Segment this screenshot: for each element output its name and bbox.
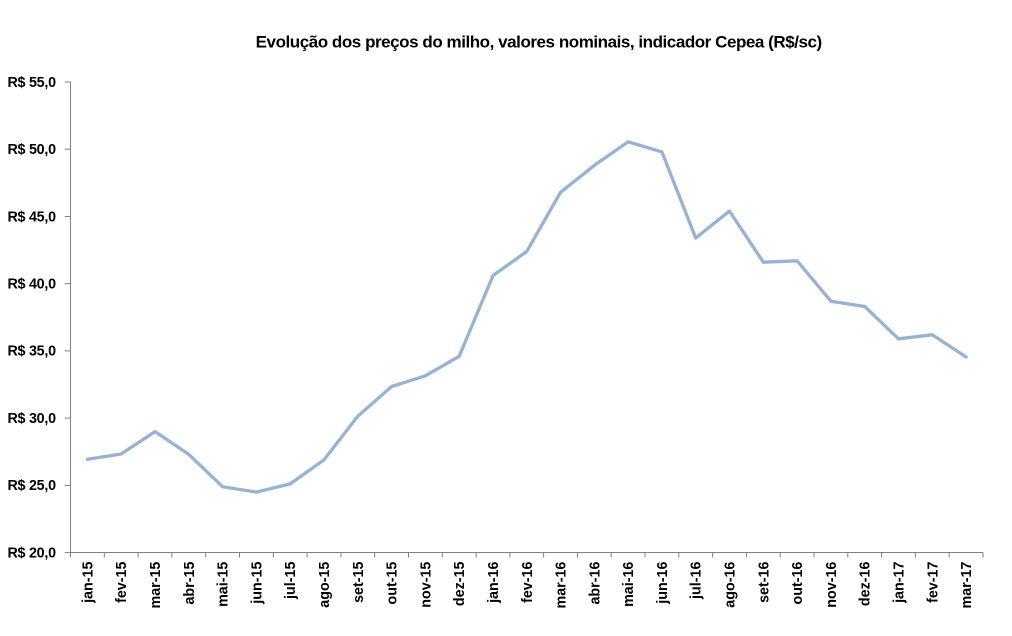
svg-text:fev-15: fev-15 (114, 562, 130, 603)
svg-text:jan-17: jan-17 (892, 562, 908, 604)
svg-text:mai-16: mai-16 (621, 562, 637, 607)
svg-text:mar-16: mar-16 (554, 562, 570, 609)
svg-text:ago-16: ago-16 (723, 562, 739, 608)
svg-text:mai-15: mai-15 (216, 562, 232, 607)
svg-text:set-16: set-16 (756, 562, 772, 603)
svg-text:jul-15: jul-15 (283, 562, 299, 600)
svg-text:jun-16: jun-16 (655, 562, 671, 605)
svg-text:R$ 50,0: R$ 50,0 (7, 142, 56, 158)
svg-text:dez-15: dez-15 (452, 562, 468, 607)
svg-text:nov-15: nov-15 (418, 562, 434, 608)
svg-text:jan-15: jan-15 (80, 562, 96, 604)
svg-text:jan-16: jan-16 (486, 562, 502, 604)
svg-text:out-15: out-15 (385, 562, 401, 605)
svg-text:R$ 55,0: R$ 55,0 (7, 75, 56, 91)
svg-text:R$ 25,0: R$ 25,0 (7, 478, 56, 494)
svg-text:jun-15: jun-15 (249, 562, 265, 605)
svg-text:R$ 45,0: R$ 45,0 (7, 209, 56, 225)
svg-text:set-15: set-15 (351, 562, 367, 603)
svg-text:abr-16: abr-16 (587, 562, 603, 605)
svg-text:abr-15: abr-15 (182, 562, 198, 605)
svg-text:mar-15: mar-15 (148, 562, 164, 609)
svg-text:mar-17: mar-17 (959, 562, 975, 609)
svg-text:fev-16: fev-16 (520, 562, 536, 603)
svg-text:Evolução dos preços do milho,: Evolução dos preços do milho, valores no… (256, 33, 822, 52)
svg-text:R$ 30,0: R$ 30,0 (7, 411, 56, 427)
svg-text:R$ 40,0: R$ 40,0 (7, 277, 56, 293)
svg-text:fev-17: fev-17 (925, 562, 941, 603)
svg-text:ago-15: ago-15 (317, 562, 333, 608)
svg-text:R$ 35,0: R$ 35,0 (7, 344, 56, 360)
svg-text:nov-16: nov-16 (824, 562, 840, 608)
svg-text:R$ 20,0: R$ 20,0 (7, 545, 56, 561)
svg-text:dez-16: dez-16 (858, 562, 874, 607)
svg-text:out-16: out-16 (790, 562, 806, 605)
svg-text:jul-16: jul-16 (689, 562, 705, 600)
